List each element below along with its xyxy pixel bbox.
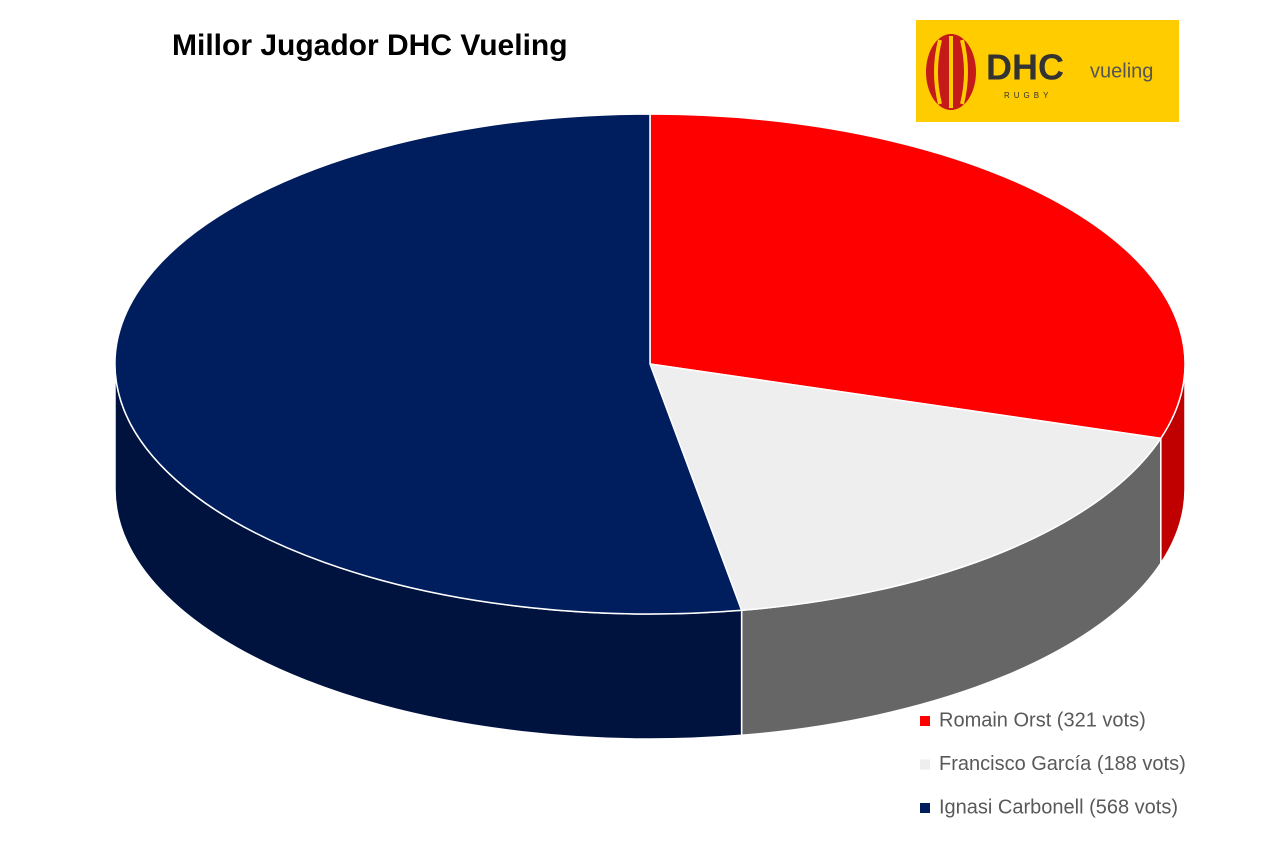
logo: DHC vueling RUGBY [916, 20, 1179, 122]
legend-swatch [920, 803, 930, 813]
legend-label: Romain Orst (321 vots) [939, 709, 1146, 731]
pie-slice [114, 113, 743, 615]
pie-slice [649, 113, 1186, 440]
legend-swatch [920, 759, 930, 770]
logo-name: DHC [986, 47, 1064, 88]
legend-label: Francisco García (188 vots) [939, 753, 1186, 775]
legend-label: Ignasi Carbonell (568 vots) [939, 796, 1178, 818]
logo-ball-stripes [934, 36, 968, 108]
logo-sponsor: vueling [1090, 60, 1153, 82]
legend-swatch [920, 716, 930, 726]
pie-slice [648, 363, 1163, 612]
logo-sport: RUGBY [1004, 91, 1052, 100]
chart-title: Millor Jugador DHC Vueling [172, 29, 568, 62]
